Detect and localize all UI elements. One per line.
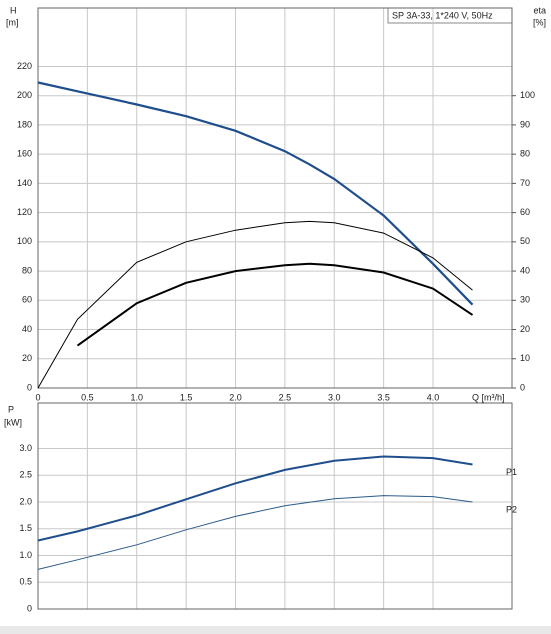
y2-label: eta	[533, 5, 546, 15]
y2-tick-label: 30	[520, 295, 530, 305]
chart-title: SP 3A-33, 1*240 V, 50Hz	[392, 10, 493, 20]
x-tick-label: 0.5	[81, 392, 94, 402]
y-tick-label: 200	[17, 90, 32, 100]
plot-frame	[37, 7, 513, 389]
y-tick-label: 100	[17, 236, 32, 246]
y2-tick-label: 0	[520, 382, 525, 392]
bottom-strip	[0, 626, 551, 634]
y-tick-label: 2.0	[19, 496, 32, 506]
x-tick-label: 0	[35, 392, 40, 402]
series-line	[76, 262, 474, 347]
y2-tick-label: 80	[520, 149, 530, 159]
y-tick-label: 0.5	[19, 577, 32, 587]
y2-tick-label: 50	[520, 236, 530, 246]
y-tick-label: 140	[17, 178, 32, 188]
y-unit: [kW]	[4, 417, 22, 427]
y2-tick-label: 10	[520, 353, 530, 363]
y2-tick-label: 40	[520, 265, 530, 275]
series-line	[37, 495, 473, 570]
x-tick-label: 3.5	[377, 392, 390, 402]
y2-tick-label: 90	[520, 119, 530, 129]
y-label: P	[8, 404, 14, 414]
y-tick-label: 0	[27, 382, 32, 392]
y-tick-label: 20	[22, 353, 32, 363]
x-tick-label: 4.0	[427, 392, 440, 402]
y2-tick-label: 70	[520, 178, 530, 188]
series-line	[37, 220, 473, 389]
y-tick-label: 3.0	[19, 443, 32, 453]
y-tick-label: 160	[17, 149, 32, 159]
y2-tick-label: 100	[520, 90, 535, 100]
y2-tick-label: 20	[520, 324, 530, 334]
y-tick-label: 60	[22, 295, 32, 305]
y-label: H	[10, 5, 17, 15]
series-label: P1	[506, 467, 517, 477]
y2-tick-label: 60	[520, 207, 530, 217]
y-tick-label: 180	[17, 119, 32, 129]
series-label: P2	[506, 504, 517, 514]
plot-frame	[37, 402, 513, 610]
x-tick-label: 2.5	[279, 392, 292, 402]
y-tick-label: 1.0	[19, 550, 32, 560]
x-tick-label: 2.0	[229, 392, 242, 402]
series-line	[37, 81, 474, 306]
y2-unit: [%]	[533, 17, 546, 27]
y-tick-label: 1.5	[19, 523, 32, 533]
y-tick-label: 40	[22, 324, 32, 334]
series-line	[37, 455, 473, 542]
y-unit: [m]	[6, 17, 19, 27]
y-tick-label: 0	[27, 603, 32, 613]
y-tick-label: 80	[22, 265, 32, 275]
x-tick-label: 1.5	[180, 392, 193, 402]
y-tick-label: 220	[17, 61, 32, 71]
x-tick-label: 3.0	[328, 392, 341, 402]
x-label: Q [m³/h]	[472, 392, 505, 402]
x-tick-label: 1.0	[130, 392, 143, 402]
y-tick-label: 2.5	[19, 470, 32, 480]
y-tick-label: 120	[17, 207, 32, 217]
